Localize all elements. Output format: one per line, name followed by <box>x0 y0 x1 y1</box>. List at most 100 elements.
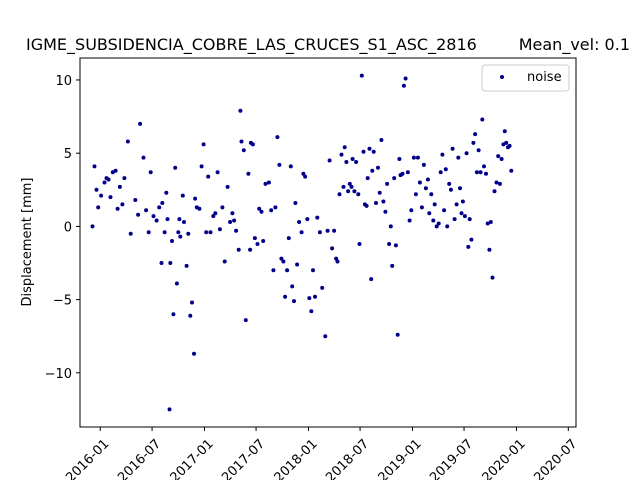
y-tick-label: −5 <box>53 294 72 309</box>
data-point <box>419 205 424 210</box>
data-point <box>293 201 298 205</box>
data-point <box>415 155 420 160</box>
data-point <box>164 190 169 195</box>
data-point <box>502 129 507 134</box>
data-point <box>374 201 378 205</box>
data-point <box>405 170 410 175</box>
data-point <box>392 176 397 181</box>
data-point <box>395 332 400 337</box>
data-point <box>230 211 235 216</box>
data-point <box>199 164 204 169</box>
data-point <box>211 214 216 219</box>
data-point <box>307 296 312 301</box>
data-point <box>279 256 284 261</box>
data-point <box>365 176 370 181</box>
data-point <box>206 174 211 179</box>
data-point <box>393 243 398 248</box>
data-point <box>357 242 362 246</box>
data-point <box>96 205 101 210</box>
data-point <box>403 76 408 81</box>
data-point <box>341 184 346 189</box>
data-point <box>271 268 276 273</box>
data-point <box>469 237 474 242</box>
data-point <box>201 142 206 147</box>
data-point <box>90 224 95 229</box>
data-point <box>474 170 479 175</box>
data-point <box>450 146 455 151</box>
data-point <box>273 205 278 210</box>
data-point <box>220 205 225 210</box>
data-point <box>400 171 405 176</box>
data-point <box>213 211 218 216</box>
data-point <box>325 228 330 233</box>
data-point <box>182 220 186 224</box>
data-point <box>281 259 286 264</box>
data-point <box>313 294 317 299</box>
data-point <box>448 187 453 192</box>
data-point <box>301 171 306 176</box>
data-point <box>356 192 361 197</box>
data-point <box>432 202 437 207</box>
plot-area <box>79 57 577 428</box>
data-point <box>241 148 246 153</box>
data-point <box>379 138 384 142</box>
legend-box <box>481 64 570 92</box>
data-point <box>387 242 392 246</box>
data-point <box>507 143 512 148</box>
data-point <box>128 231 133 236</box>
data-point <box>327 158 332 163</box>
data-point <box>266 180 271 185</box>
data-point <box>141 155 146 160</box>
y-axis: −10 −5 0 5 10 <box>45 74 80 382</box>
data-point <box>177 217 182 222</box>
data-point <box>193 196 198 201</box>
data-point <box>462 214 467 219</box>
data-point <box>346 189 351 194</box>
data-point <box>371 149 376 154</box>
data-point <box>176 230 181 235</box>
data-point <box>492 189 497 194</box>
data-point <box>275 135 280 140</box>
legend-label: noise <box>527 70 562 85</box>
data-point <box>497 181 502 186</box>
data-point <box>320 285 325 290</box>
data-point <box>499 157 504 161</box>
data-point <box>309 309 314 314</box>
data-point <box>471 140 476 145</box>
data-point <box>192 351 196 356</box>
data-point <box>178 234 183 239</box>
y-tick-label: 5 <box>64 147 72 162</box>
data-point <box>421 162 426 167</box>
data-point <box>417 180 422 185</box>
data-point <box>352 189 357 194</box>
data-point <box>151 214 156 219</box>
data-point <box>263 181 268 186</box>
data-point <box>349 184 354 189</box>
data-point <box>332 228 337 233</box>
data-point <box>154 218 159 223</box>
data-point <box>290 284 295 289</box>
data-point <box>292 299 296 304</box>
data-point <box>445 224 450 229</box>
data-point <box>144 208 149 213</box>
data-point <box>217 227 222 232</box>
data-point <box>440 152 445 157</box>
data-point <box>117 184 122 189</box>
data-point <box>459 211 464 216</box>
data-point <box>431 218 436 223</box>
data-point <box>295 262 300 267</box>
chart-subtitle: Mean_vel: 0.1 <box>519 35 630 55</box>
data-point <box>106 177 111 182</box>
data-point <box>383 209 388 214</box>
data-point <box>484 171 488 176</box>
data-point <box>122 176 127 181</box>
data-point <box>261 239 266 243</box>
data-point <box>456 155 461 160</box>
data-point <box>443 167 448 172</box>
data-point <box>252 236 257 241</box>
data-point <box>347 181 352 186</box>
data-point <box>157 205 162 210</box>
data-point <box>243 318 248 323</box>
data-point <box>359 73 364 78</box>
